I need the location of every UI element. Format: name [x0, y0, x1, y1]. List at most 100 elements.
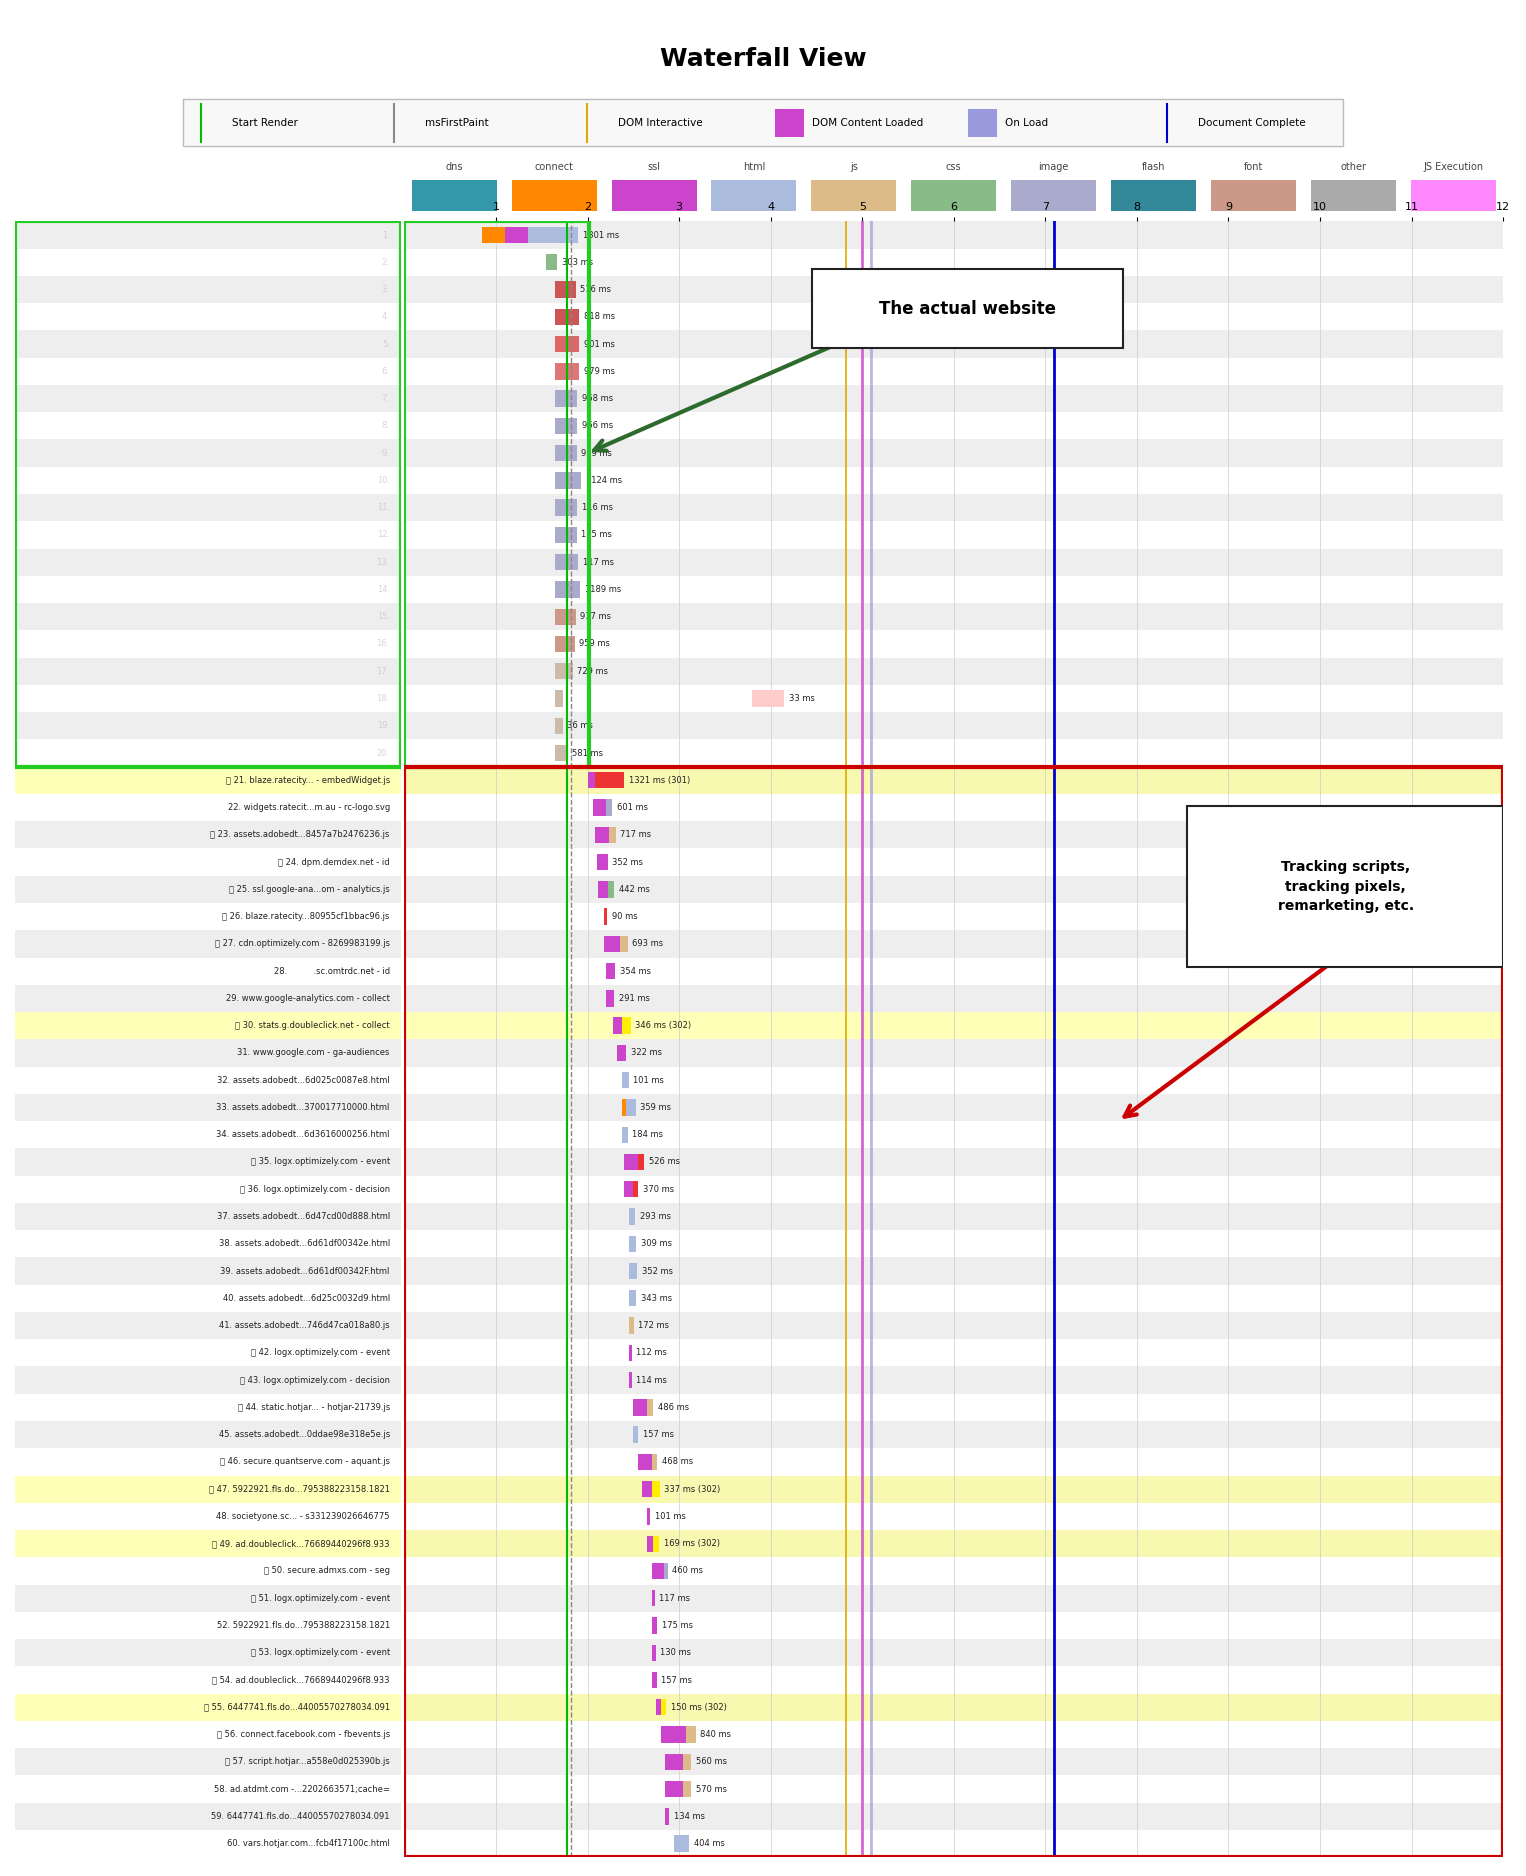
Text: 🔒 25. ssl.google-ana...om - analytics.js: 🔒 25. ssl.google-ana...om - analytics.js: [229, 885, 389, 893]
Text: 526 ms: 526 ms: [649, 1157, 681, 1167]
Bar: [629, 1263, 636, 1279]
Bar: [404, 767, 1503, 794]
Bar: [711, 180, 797, 212]
Bar: [555, 608, 575, 625]
Text: 693 ms: 693 ms: [632, 940, 664, 949]
Text: 172 ms: 172 ms: [638, 1321, 670, 1330]
Bar: [1111, 180, 1196, 212]
Bar: [404, 985, 1503, 1011]
Bar: [482, 227, 505, 244]
Bar: [623, 1099, 626, 1116]
Bar: [15, 250, 401, 276]
Bar: [404, 358, 1503, 385]
Bar: [15, 1694, 401, 1720]
Bar: [664, 1563, 668, 1580]
Bar: [15, 385, 401, 413]
Bar: [647, 1399, 653, 1416]
Bar: [15, 1176, 401, 1203]
Bar: [633, 1399, 647, 1416]
Bar: [606, 991, 613, 1007]
Bar: [665, 1808, 670, 1825]
Text: 22. widgets.ratecit...m.au - rc-logo.svg: 22. widgets.ratecit...m.au - rc-logo.svg: [227, 803, 389, 812]
Bar: [623, 1071, 629, 1088]
Bar: [588, 773, 595, 788]
Bar: [652, 1617, 658, 1634]
Bar: [652, 1454, 658, 1471]
Bar: [404, 250, 1503, 276]
Text: 468 ms: 468 ms: [662, 1458, 693, 1467]
Bar: [620, 936, 627, 951]
Bar: [15, 1339, 401, 1366]
Text: 🔒 24. dpm.demdex.net - id: 🔒 24. dpm.demdex.net - id: [278, 857, 389, 867]
Text: 60. vars.hotjar.com...fcb4f17100c.html: 60. vars.hotjar.com...fcb4f17100c.html: [227, 1838, 389, 1848]
Text: 101 ms: 101 ms: [655, 1512, 685, 1521]
Bar: [404, 930, 1503, 957]
Text: 20.: 20.: [377, 749, 389, 758]
Text: 🔒 47. 5922921.fls.do...795388223158.1821: 🔒 47. 5922921.fls.do...795388223158.1821: [209, 1484, 389, 1493]
Text: 343 ms: 343 ms: [641, 1294, 671, 1302]
Bar: [15, 1420, 401, 1448]
Bar: [404, 1531, 1503, 1557]
Bar: [624, 1182, 633, 1197]
Bar: [404, 1666, 1503, 1694]
Text: 39. assets.adobedt...6d61df00342F.html: 39. assets.adobedt...6d61df00342F.html: [220, 1266, 389, 1276]
Text: 31. www.google.com - ga-audiences: 31. www.google.com - ga-audiences: [238, 1049, 389, 1058]
Bar: [404, 767, 1503, 794]
Bar: [633, 1182, 638, 1197]
Text: 130 ms: 130 ms: [661, 1649, 691, 1657]
Text: 117 ms: 117 ms: [659, 1595, 690, 1602]
Text: 1321 ms (301): 1321 ms (301): [629, 777, 690, 784]
Bar: [404, 794, 1503, 822]
Text: 1301 ms: 1301 ms: [583, 231, 620, 240]
Text: 4.: 4.: [382, 311, 389, 321]
Bar: [15, 221, 401, 250]
Text: 560 ms: 560 ms: [696, 1758, 726, 1767]
Bar: [404, 767, 1503, 1857]
Bar: [629, 1317, 633, 1334]
Text: 570 ms: 570 ms: [696, 1784, 726, 1793]
Bar: [652, 1591, 655, 1606]
Bar: [528, 227, 578, 244]
Bar: [404, 739, 1503, 767]
Bar: [606, 799, 612, 816]
Bar: [15, 1531, 401, 1557]
Text: 🔒 51. logx.optimizely.com - event: 🔒 51. logx.optimizely.com - event: [250, 1595, 389, 1602]
Text: 13.: 13.: [377, 557, 389, 567]
Text: 8.: 8.: [382, 422, 389, 430]
Bar: [595, 827, 609, 842]
Bar: [15, 1203, 401, 1231]
Bar: [404, 1694, 1503, 1720]
Text: 40. assets.adobedt...6d25c0032d9.html: 40. assets.adobedt...6d25c0032d9.html: [223, 1294, 389, 1302]
Text: html: html: [743, 161, 765, 173]
Bar: [404, 1420, 1503, 1448]
Bar: [404, 330, 1503, 358]
Bar: [652, 1480, 659, 1497]
Text: 90 ms: 90 ms: [612, 912, 638, 921]
Bar: [682, 1780, 691, 1797]
Text: 370 ms: 370 ms: [642, 1186, 674, 1193]
Text: 717 ms: 717 ms: [621, 831, 652, 839]
Bar: [15, 304, 401, 330]
Text: 🔒 35. logx.optimizely.com - event: 🔒 35. logx.optimizely.com - event: [250, 1157, 389, 1167]
Text: 959 ms: 959 ms: [580, 640, 610, 649]
Bar: [15, 1285, 401, 1311]
Text: 309 ms: 309 ms: [641, 1240, 671, 1248]
Bar: [505, 227, 528, 244]
Text: 48. societyone.sc... - s331239026646775: 48. societyone.sc... - s331239026646775: [217, 1512, 389, 1521]
Bar: [15, 358, 401, 385]
Bar: [555, 499, 577, 516]
Text: 337 ms (302): 337 ms (302): [664, 1484, 720, 1493]
Bar: [15, 1829, 401, 1857]
Text: msFirstPaint: msFirstPaint: [426, 118, 488, 128]
Bar: [404, 630, 1503, 658]
Text: 19.: 19.: [377, 720, 389, 730]
Text: 16.: 16.: [377, 640, 389, 649]
Bar: [404, 493, 1503, 522]
Text: 🔒 26. blaze.ratecity...80955cf1bbac96.js: 🔒 26. blaze.ratecity...80955cf1bbac96.js: [223, 912, 389, 921]
Bar: [812, 180, 896, 212]
Bar: [607, 882, 613, 897]
Bar: [555, 336, 580, 353]
Bar: [404, 1366, 1503, 1394]
Text: ssl: ssl: [647, 161, 661, 173]
Bar: [404, 221, 589, 767]
